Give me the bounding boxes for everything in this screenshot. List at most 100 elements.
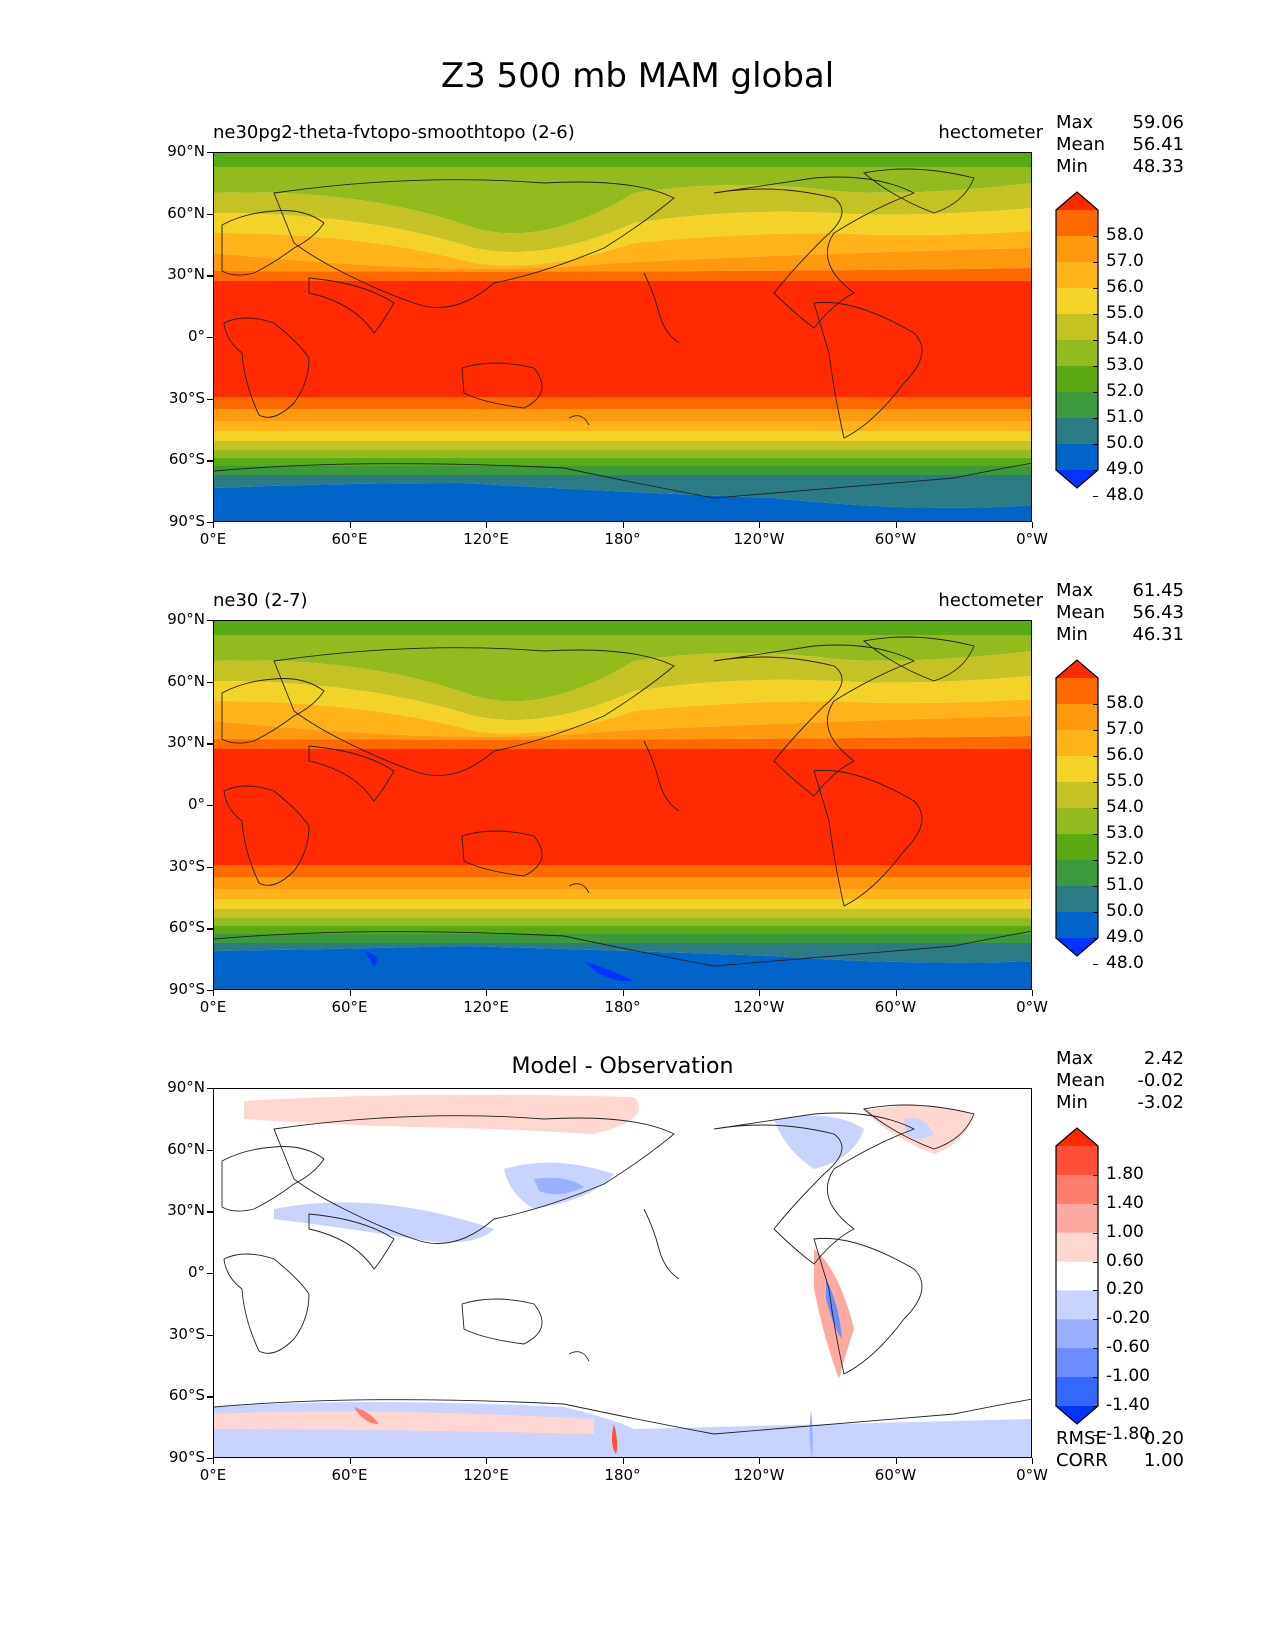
metric-label: RMSE — [1056, 1428, 1107, 1449]
colorbar-label: -1.40 — [1106, 1395, 1150, 1415]
lon-tick-label: 60°W — [874, 998, 917, 1016]
colorbar-tick — [1093, 1434, 1098, 1436]
colorbar-tick — [1093, 366, 1098, 367]
lon-tick — [895, 522, 897, 528]
colorbar-segment — [1056, 912, 1098, 939]
colorbar-segment — [1056, 1319, 1098, 1349]
lon-tick-label: 120°E — [463, 998, 509, 1016]
colorbar-tick — [1093, 1377, 1098, 1379]
lon-tick-label: 0°E — [199, 530, 227, 548]
lon-tick-label: 60°W — [874, 1466, 917, 1484]
lon-tick — [349, 522, 351, 528]
colorbar-segment — [1056, 1146, 1098, 1176]
colorbar-label: 54.0 — [1106, 329, 1144, 349]
lon-tick-label: 180° — [604, 998, 641, 1016]
colorbar-label: 52.0 — [1106, 849, 1144, 869]
lat-tick-label: 90°S — [168, 980, 205, 998]
colorbar-extend-max — [1056, 1128, 1098, 1146]
map-test — [213, 152, 1032, 522]
colorbar-segment — [1056, 210, 1098, 237]
colorbar-tick — [1093, 1203, 1098, 1205]
lon-tick — [486, 990, 488, 996]
colorbar-label: 58.0 — [1106, 693, 1144, 713]
colorbar-label: 58.0 — [1106, 225, 1144, 245]
panel-title-center: Model - Observation — [511, 1054, 734, 1079]
lat-tick-label: 30°S — [168, 388, 205, 407]
lat-tick-label: 30°S — [168, 1324, 205, 1343]
colorbar-label: 57.0 — [1106, 719, 1144, 739]
colorbar-segment — [1056, 886, 1098, 913]
colorbar-tick — [1093, 1261, 1098, 1263]
lon-tick-label: 0°W — [1016, 530, 1048, 548]
colorbar-tick — [1093, 1319, 1098, 1321]
colorbar-segment — [1056, 782, 1098, 809]
colorbar-tick — [1093, 886, 1098, 887]
metric-value: 1.00 — [1143, 1450, 1184, 1471]
lat-tick — [207, 620, 213, 622]
colorbar-tick — [1093, 782, 1098, 783]
colorbar-extend-min — [1056, 470, 1098, 488]
lat-tick-label: 60°N — [167, 1139, 205, 1158]
lon-tick-label: 0°W — [1016, 998, 1048, 1016]
colorbar-tick — [1093, 912, 1098, 913]
map-ref — [213, 620, 1032, 990]
colorbar-segment — [1056, 704, 1098, 731]
lat-tick-label: 90°S — [168, 1448, 205, 1466]
colorbar-tick — [1093, 262, 1098, 263]
lon-tick — [213, 522, 215, 528]
lon-tick — [622, 522, 624, 528]
colorbar-tick — [1093, 756, 1098, 757]
lon-tick — [759, 522, 761, 528]
colorbar-tick — [1093, 1290, 1098, 1292]
stat-value: 56.41 — [1132, 134, 1184, 155]
stat-value: 46.31 — [1132, 624, 1184, 645]
lon-tick-label: 60°E — [331, 530, 368, 548]
lon-tick-label: 120°W — [733, 998, 785, 1016]
metric-label: CORR — [1056, 1450, 1108, 1471]
colorbar-label: -1.00 — [1106, 1366, 1150, 1387]
stat-value: 48.33 — [1132, 156, 1184, 177]
colorbar-label: 51.0 — [1106, 875, 1144, 895]
colorbar-segment — [1056, 444, 1098, 471]
colorbar-tick — [1093, 730, 1098, 731]
colorbar-label: 56.0 — [1106, 277, 1144, 297]
colorbar-segment — [1056, 808, 1098, 835]
colorbar-extend-max — [1056, 660, 1098, 678]
lat-tick-label: 0° — [187, 327, 205, 345]
colorbar-label: 53.0 — [1106, 823, 1144, 843]
stat-label: Max — [1056, 580, 1094, 601]
lon-tick — [213, 1458, 215, 1464]
lat-tick-label: 30°N — [167, 265, 205, 284]
colorbar-tick — [1093, 314, 1098, 315]
lat-tick — [207, 1396, 213, 1398]
colorbar-tick — [1093, 418, 1098, 419]
lat-tick — [207, 152, 213, 154]
lat-tick-label: 30°S — [168, 856, 205, 875]
lat-tick — [207, 805, 213, 807]
colorbar-tick — [1093, 1174, 1098, 1176]
colorbar-label: 52.0 — [1106, 381, 1144, 401]
colorbar-extend-max — [1056, 192, 1098, 210]
colorbar-segment — [1056, 1377, 1098, 1407]
lat-tick — [207, 1458, 213, 1460]
colorbar-segment — [1056, 1261, 1098, 1291]
stat-value: 59.06 — [1132, 112, 1184, 133]
lon-tick — [622, 1458, 624, 1464]
lon-tick-label: 120°W — [733, 530, 785, 548]
colorbar-segment — [1056, 834, 1098, 861]
colorbar-tick — [1093, 938, 1098, 939]
colorbar-label: -0.60 — [1106, 1337, 1150, 1358]
lat-tick-label: 30°N — [167, 733, 205, 752]
colorbar-label: 50.0 — [1106, 433, 1144, 453]
lat-tick — [207, 1211, 213, 1213]
colorbar-tick — [1093, 288, 1098, 289]
colorbar-segment — [1056, 678, 1098, 705]
colorbar-outline — [1055, 1127, 1099, 1425]
lat-tick — [207, 1334, 213, 1336]
lat-tick-label: 0° — [187, 1263, 205, 1281]
metric-value: 0.20 — [1143, 1428, 1184, 1449]
stat-value: -3.02 — [1137, 1092, 1184, 1113]
colorbar-label: 0.60 — [1106, 1250, 1144, 1271]
lon-tick-label: 0°E — [199, 1466, 227, 1484]
colorbar-outline — [1055, 659, 1099, 957]
